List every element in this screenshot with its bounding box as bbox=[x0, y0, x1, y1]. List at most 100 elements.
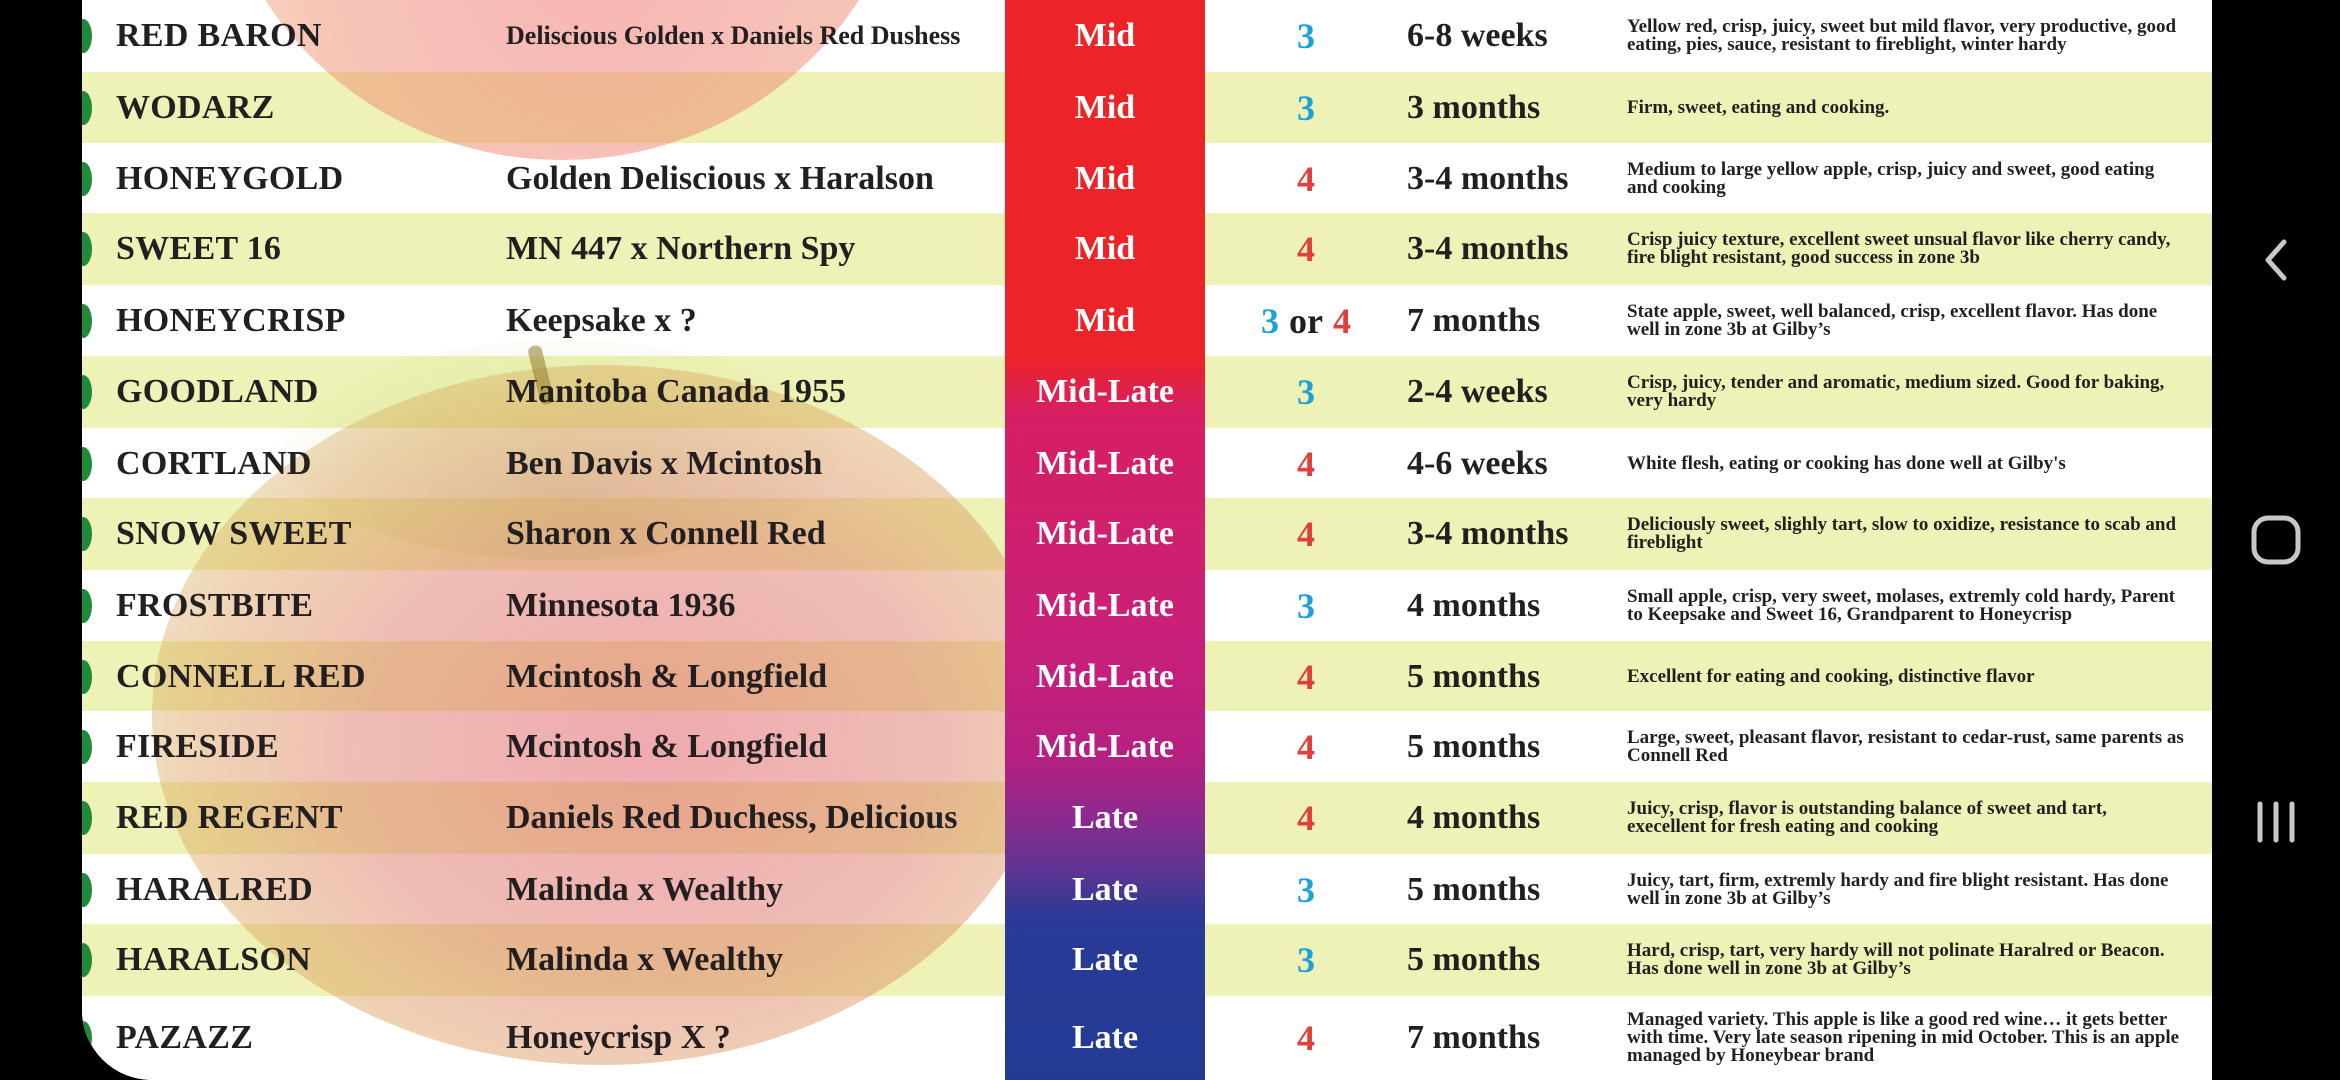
variety-name-text: CONNELL RED bbox=[116, 657, 366, 695]
hardiness-zone: 3 bbox=[1205, 570, 1407, 641]
ripening-season-text: Mid bbox=[1074, 88, 1136, 126]
parentage: Golden Deliscious x Haralson bbox=[506, 143, 1006, 214]
variety-name: GOODLAND bbox=[116, 356, 496, 428]
variety-notes-text: Deliciously sweet, slighly tart, slow to… bbox=[1627, 514, 2177, 553]
home-rounded-square-icon bbox=[2251, 515, 2301, 565]
zone-value: 4 bbox=[1297, 1018, 1315, 1058]
ripening-season: Mid bbox=[1005, 72, 1205, 143]
zone-value: 4 bbox=[1297, 798, 1315, 838]
variety-name-text: SWEET 16 bbox=[116, 230, 282, 267]
variety-notes: White flesh, eating or cooking has done … bbox=[1627, 428, 2187, 499]
ripening-season: Mid-Late bbox=[1005, 428, 1205, 499]
home-button[interactable] bbox=[2212, 480, 2340, 600]
hardiness-zone: 3 bbox=[1205, 854, 1407, 925]
variety-notes: Firm, sweet, eating and cooking. bbox=[1627, 72, 2187, 143]
variety-name: HARALRED bbox=[116, 854, 496, 925]
variety-notes-text: White flesh, eating or cooking has done … bbox=[1627, 452, 2066, 474]
ripening-season-text: Mid-Late bbox=[1036, 586, 1174, 624]
variety-name: CORTLAND bbox=[116, 428, 496, 499]
parentage-text: MN 447 x Northern Spy bbox=[506, 230, 856, 267]
storage-time: 7 months bbox=[1407, 285, 1707, 356]
variety-name-text: FROSTBITE bbox=[116, 586, 314, 624]
variety-name-text: RED BARON bbox=[116, 17, 322, 54]
variety-name: SWEET 16 bbox=[116, 213, 496, 285]
leaf-icon bbox=[82, 659, 92, 694]
ripening-season: Late bbox=[1005, 996, 1205, 1080]
hardiness-zone: 3 bbox=[1205, 356, 1407, 428]
zone-value: 3 bbox=[1261, 300, 1279, 341]
storage-time-text: 3-4 months bbox=[1407, 159, 1569, 197]
zone-value: 3 bbox=[1297, 869, 1315, 910]
variety-notes: Medium to large yellow apple, crisp, jui… bbox=[1627, 143, 2187, 214]
variety-name-text: RED REGENT bbox=[116, 799, 343, 836]
variety-name-text: CORTLAND bbox=[116, 444, 312, 482]
storage-time: 5 months bbox=[1407, 641, 1707, 712]
leaf-icon bbox=[82, 375, 92, 409]
ripening-season-text: Mid-Late bbox=[1036, 727, 1174, 765]
ripening-season-text: Mid bbox=[1074, 301, 1136, 339]
zone-value: 3 bbox=[1297, 372, 1315, 412]
storage-time-text: 5 months bbox=[1407, 657, 1541, 695]
ripening-season-text: Mid bbox=[1074, 17, 1136, 54]
storage-time: 4 months bbox=[1407, 570, 1707, 641]
parentage: Honeycrisp X ? bbox=[506, 996, 1006, 1080]
storage-time-text: 4-6 weeks bbox=[1407, 444, 1548, 482]
zone-value: 3 bbox=[1297, 16, 1315, 56]
leaf-icon bbox=[82, 801, 92, 835]
parentage: MN 447 x Northern Spy bbox=[506, 213, 1006, 285]
ripening-season-text: Mid-Late bbox=[1036, 657, 1174, 695]
parentage-text: Ben Davis x Mcintosh bbox=[506, 444, 823, 482]
recents-button[interactable] bbox=[2212, 762, 2340, 882]
variety-notes: Large, sweet, pleasant flavor, resistant… bbox=[1627, 711, 2187, 782]
parentage: Ben Davis x Mcintosh bbox=[506, 428, 1006, 499]
hardiness-zone: 4 bbox=[1205, 143, 1407, 214]
parentage-text: Sharon x Connell Red bbox=[506, 515, 826, 552]
variety-name-text: SNOW SWEET bbox=[116, 515, 352, 552]
variety-name: FIRESIDE bbox=[116, 711, 496, 782]
parentage: Malinda x Wealthy bbox=[506, 854, 1006, 925]
parentage-text: Golden Deliscious x Haralson bbox=[506, 159, 934, 197]
parentage-text: Deliscious Golden x Daniels Red Dushess bbox=[506, 21, 961, 50]
parentage-text: Malinda x Wealthy bbox=[506, 941, 784, 978]
variety-name: RED REGENT bbox=[116, 782, 496, 854]
storage-time: 4-6 weeks bbox=[1407, 428, 1707, 499]
storage-time: 4 months bbox=[1407, 782, 1707, 854]
variety-notes-text: Firm, sweet, eating and cooking. bbox=[1627, 96, 1890, 118]
chevron-left-icon bbox=[2265, 239, 2287, 281]
storage-time-text: 6-8 weeks bbox=[1407, 17, 1548, 54]
variety-name-text: FIRESIDE bbox=[116, 727, 280, 765]
ripening-season-text: Late bbox=[1071, 870, 1139, 908]
ripening-season: Mid-Late bbox=[1005, 356, 1205, 428]
variety-name-text: HARALSON bbox=[116, 941, 312, 978]
variety-notes-text: Excellent for eating and cooking, distin… bbox=[1627, 665, 2035, 687]
parentage bbox=[506, 72, 1006, 143]
ripening-season-text: Mid-Late bbox=[1036, 515, 1174, 552]
storage-time: 3-4 months bbox=[1407, 498, 1707, 570]
ripening-season: Mid-Late bbox=[1005, 641, 1205, 712]
hardiness-zone: 4 bbox=[1205, 782, 1407, 854]
hardiness-zone: 4 bbox=[1205, 711, 1407, 782]
parentage: Deliscious Golden x Daniels Red Dushess bbox=[506, 0, 1006, 72]
zone-value: 3 bbox=[1297, 940, 1315, 980]
zone-value: 3 bbox=[1297, 585, 1315, 626]
variety-name: HONEYCRISP bbox=[116, 285, 496, 356]
leaf-icon bbox=[82, 729, 92, 764]
storage-time: 5 months bbox=[1407, 854, 1707, 925]
parentage-text: Mcintosh & Longfield bbox=[506, 657, 828, 695]
variety-notes-text: Managed variety. This apple is like a go… bbox=[1627, 1009, 2180, 1066]
leaf-icon bbox=[82, 446, 92, 481]
ripening-season-text: Late bbox=[1071, 799, 1139, 836]
ripening-season-text: Mid-Late bbox=[1036, 373, 1174, 410]
leaf-icon bbox=[82, 19, 92, 53]
variety-name: PAZAZZ bbox=[116, 996, 496, 1080]
hardiness-zone: 4 bbox=[1205, 996, 1407, 1080]
parentage-text: Mcintosh & Longfield bbox=[506, 727, 828, 765]
variety-name-text: GOODLAND bbox=[116, 373, 319, 410]
ripening-season: Mid bbox=[1005, 213, 1205, 285]
ripening-season-text: Late bbox=[1071, 1019, 1139, 1056]
back-button[interactable] bbox=[2212, 200, 2340, 320]
storage-time-text: 5 months bbox=[1407, 941, 1541, 978]
ripening-season: Late bbox=[1005, 854, 1205, 925]
parentage-text: Manitoba Canada 1955 bbox=[506, 373, 847, 410]
variety-notes: Excellent for eating and cooking, distin… bbox=[1627, 641, 2187, 712]
